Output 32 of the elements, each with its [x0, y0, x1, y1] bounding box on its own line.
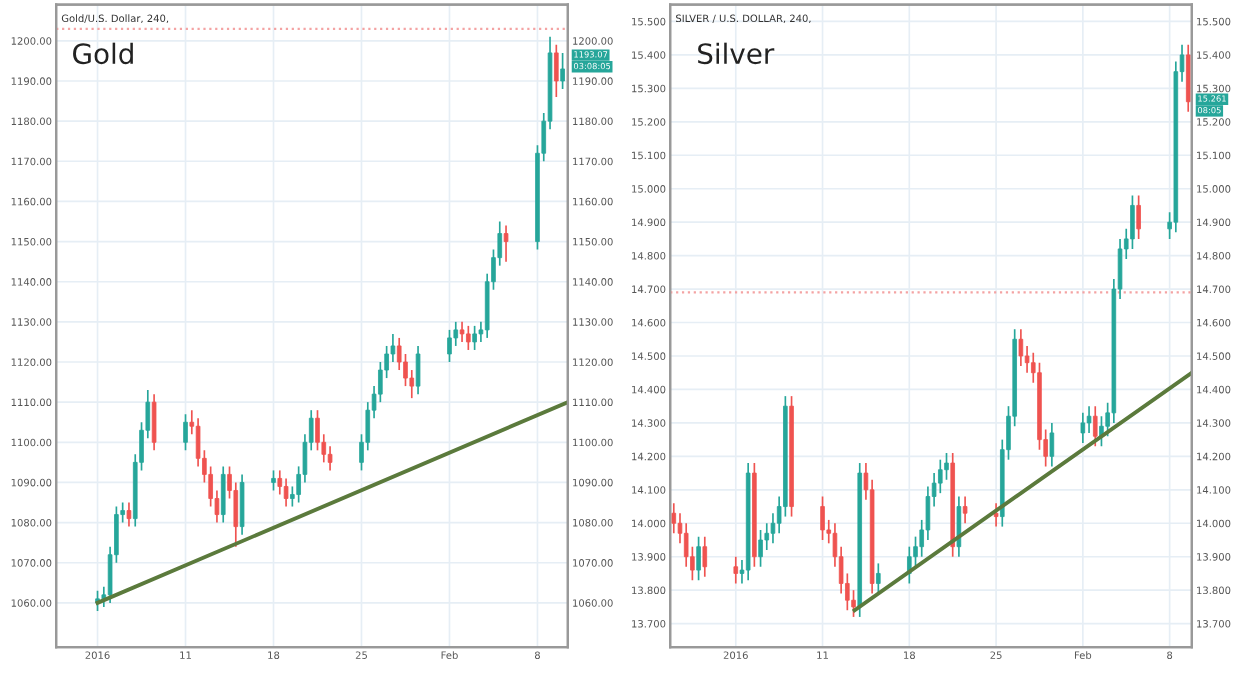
candlestick — [702, 535, 708, 578]
candlestick — [283, 477, 289, 508]
candlestick — [1136, 194, 1141, 240]
candlestick — [554, 44, 559, 98]
candlestick — [472, 325, 477, 351]
candlestick — [1049, 422, 1055, 468]
candlestick — [447, 329, 452, 363]
candlestick — [962, 495, 968, 525]
candlestick — [183, 413, 188, 452]
candlestick — [220, 465, 226, 524]
text: Silver — [698, 42, 775, 65]
candlestick — [956, 495, 962, 558]
candlestick — [503, 224, 509, 263]
candlestick — [459, 321, 465, 343]
candlestick — [671, 502, 677, 535]
candlestick — [1092, 405, 1098, 448]
candlestick — [560, 52, 565, 90]
candlestick — [239, 473, 245, 536]
candlestick — [1018, 328, 1024, 367]
candlestick — [466, 325, 471, 351]
candlestick — [1185, 44, 1191, 113]
text: Gold — [73, 42, 133, 65]
candlestick — [415, 345, 421, 395]
candlestick — [696, 535, 701, 581]
candlestick — [1080, 412, 1086, 444]
candlestick — [151, 393, 157, 452]
candlestick — [758, 529, 763, 568]
candlestick — [876, 562, 881, 595]
candlestick — [271, 469, 276, 492]
candlestick — [733, 555, 739, 585]
candlestick — [820, 495, 825, 541]
candlestick — [126, 501, 132, 528]
